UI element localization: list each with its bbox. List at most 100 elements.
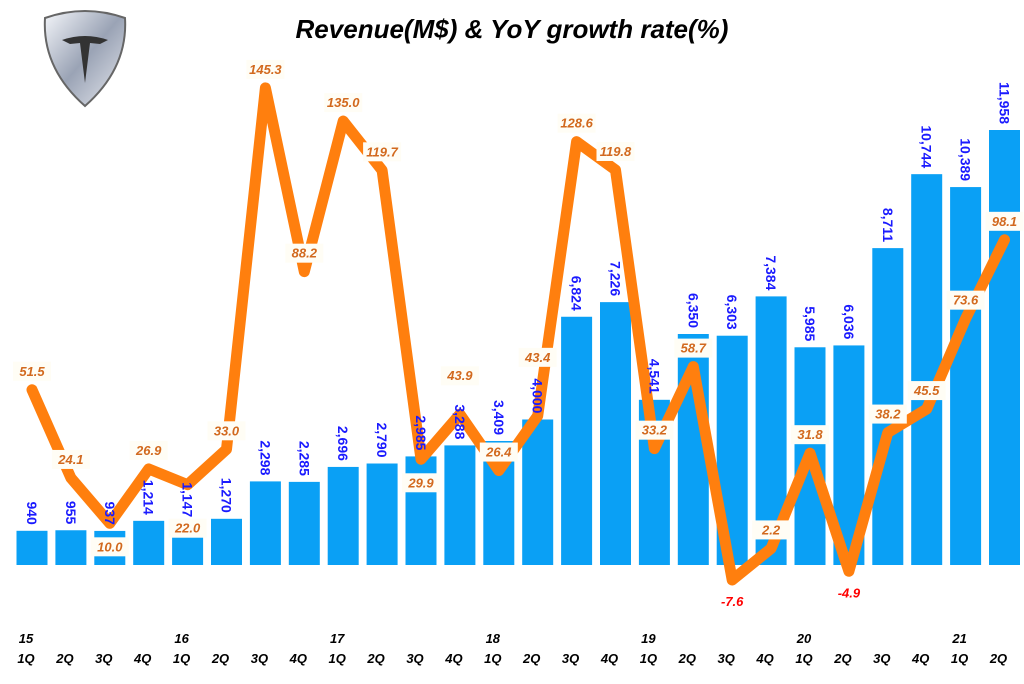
x-quarter-label: 2Q bbox=[366, 651, 384, 666]
x-quarter-label: 3Q bbox=[95, 651, 112, 666]
revenue-bar bbox=[133, 520, 165, 565]
revenue-label: 955 bbox=[63, 501, 79, 525]
growth-label-box bbox=[402, 473, 440, 493]
revenue-label: 2,985 bbox=[413, 415, 429, 450]
revenue-label: 10,389 bbox=[958, 138, 974, 181]
growth-label-group: 38.2 bbox=[868, 404, 907, 424]
revenue-label: 7,384 bbox=[763, 255, 779, 290]
revenue-bar bbox=[249, 481, 281, 565]
growth-label: 2.2 bbox=[761, 522, 781, 537]
growth-label: 98.1 bbox=[992, 214, 1017, 229]
growth-label-group: 29.9 bbox=[402, 473, 440, 493]
growth-line bbox=[26, 82, 1010, 586]
x-quarter-label: 4Q bbox=[289, 651, 307, 666]
growth-label-box bbox=[13, 361, 51, 381]
growth-label-box bbox=[752, 520, 791, 540]
revenue-label: 6,824 bbox=[569, 276, 585, 311]
growth-label: 26.9 bbox=[135, 443, 162, 458]
growth-label-box bbox=[363, 142, 402, 162]
revenue-label: 2,298 bbox=[257, 440, 273, 475]
growth-label: 119.8 bbox=[600, 144, 632, 159]
revenue-label: 10,744 bbox=[919, 125, 935, 168]
growth-label-group: 51.5 bbox=[13, 361, 51, 381]
x-quarter-label: 1Q bbox=[640, 651, 657, 666]
growth-label-group: 145.3 bbox=[246, 59, 285, 79]
revenue-label: 6,036 bbox=[841, 304, 857, 339]
growth-label-group: 73.6 bbox=[946, 290, 985, 310]
growth-label: 29.9 bbox=[407, 475, 434, 490]
growth-label-box bbox=[868, 404, 907, 424]
growth-label-box bbox=[440, 366, 479, 386]
growth-label-group: 119.8 bbox=[596, 141, 635, 161]
growth-label-group: 10.0 bbox=[90, 537, 129, 557]
revenue-label: 11,958 bbox=[997, 82, 1013, 124]
x-year-label: 19 bbox=[641, 631, 656, 646]
growth-label-group: 135.0 bbox=[324, 93, 363, 113]
growth-label: 33.2 bbox=[642, 423, 668, 438]
revenue-label: 1,270 bbox=[219, 478, 235, 513]
x-quarter-label: 2Q bbox=[833, 651, 851, 666]
growth-label-box bbox=[596, 141, 635, 161]
x-quarter-label: 1Q bbox=[484, 651, 501, 666]
growth-label: 135.0 bbox=[327, 95, 360, 110]
x-year-label: 15 bbox=[19, 631, 34, 646]
growth-label-box bbox=[207, 421, 246, 441]
x-quarter-label: 1Q bbox=[795, 651, 812, 666]
growth-label-group: -4.9 bbox=[838, 585, 861, 600]
revenue-bar bbox=[600, 302, 631, 565]
revenue-bar bbox=[911, 174, 943, 566]
growth-label-group: 2.2 bbox=[752, 520, 791, 540]
revenue-bar bbox=[444, 445, 476, 565]
growth-label-group: 43.4 bbox=[518, 347, 557, 367]
growth-label-box bbox=[985, 211, 1024, 231]
revenue-bar bbox=[989, 130, 1020, 565]
growth-label-box bbox=[324, 93, 363, 113]
revenue-bar bbox=[366, 463, 398, 565]
growth-label-group: 98.1 bbox=[985, 211, 1024, 231]
growth-label-box bbox=[285, 243, 324, 263]
revenue-bar bbox=[55, 530, 87, 565]
x-quarter-label: 3Q bbox=[251, 651, 268, 666]
revenue-label: 4,000 bbox=[530, 378, 546, 413]
growth-label-group: 33.0 bbox=[207, 421, 246, 441]
revenue-bar bbox=[211, 518, 242, 565]
growth-label: 88.2 bbox=[292, 246, 318, 261]
growth-label-group: 88.2 bbox=[285, 243, 324, 263]
revenue-label: 940 bbox=[24, 501, 40, 525]
growth-label-box bbox=[791, 425, 829, 445]
x-quarter-label: 4Q bbox=[444, 651, 462, 666]
growth-label-box bbox=[129, 440, 168, 460]
x-year-label: 18 bbox=[486, 631, 501, 646]
revenue-label: 3,288 bbox=[452, 404, 468, 439]
growth-label: 73.6 bbox=[953, 293, 979, 308]
x-quarter-label: 2Q bbox=[522, 651, 540, 666]
growth-label-group: -7.6 bbox=[721, 594, 744, 609]
x-quarter-label: 3Q bbox=[873, 651, 890, 666]
growth-label: 26.4 bbox=[485, 445, 512, 460]
x-quarter-label: 1Q bbox=[329, 651, 346, 666]
growth-label: -7.6 bbox=[721, 594, 744, 609]
growth-label-group: 128.6 bbox=[557, 113, 596, 133]
growth-label: 51.5 bbox=[19, 364, 45, 379]
revenue-label: 2,285 bbox=[296, 441, 312, 476]
x-quarter-label: 3Q bbox=[562, 651, 579, 666]
revenue-bar bbox=[561, 316, 593, 565]
revenue-bar bbox=[522, 419, 554, 565]
growth-label-group: 58.7 bbox=[674, 338, 713, 358]
x-quarter-label: 3Q bbox=[406, 651, 423, 666]
revenue-label: 2,696 bbox=[335, 426, 351, 461]
x-year-label: 20 bbox=[796, 631, 812, 646]
x-quarter-label: 3Q bbox=[718, 651, 735, 666]
x-year-label: 21 bbox=[951, 631, 966, 646]
growth-label-box bbox=[168, 518, 207, 538]
growth-label-box bbox=[51, 449, 90, 469]
revenue-bar bbox=[288, 481, 320, 565]
growth-label-group: 26.9 bbox=[129, 440, 168, 460]
growth-label: 45.5 bbox=[913, 383, 940, 398]
x-year-label: 17 bbox=[330, 631, 345, 646]
growth-label: 43.4 bbox=[524, 350, 551, 365]
growth-label-box bbox=[246, 59, 285, 79]
growth-label-group: 45.5 bbox=[907, 381, 946, 401]
